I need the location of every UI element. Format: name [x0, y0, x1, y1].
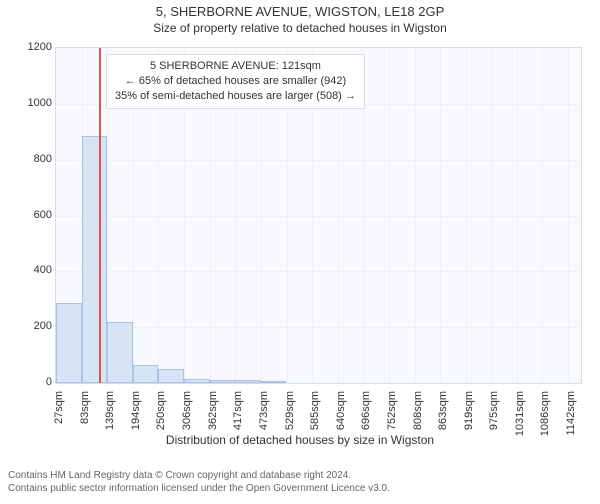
- x-tick-label: 306sqm: [181, 391, 193, 430]
- x-tick-label: 808sqm: [412, 391, 424, 430]
- histogram-bar: [261, 381, 287, 383]
- footer: Contains HM Land Registry data © Crown c…: [8, 469, 592, 495]
- x-tick-label: 640sqm: [335, 391, 347, 430]
- x-tick-label: 473sqm: [258, 391, 270, 430]
- grid-row: [56, 160, 581, 161]
- y-tick-label: 200: [34, 320, 52, 332]
- grid-row: [56, 216, 581, 217]
- x-tick-label: 1142sqm: [565, 391, 577, 435]
- x-tick-label: 919sqm: [463, 391, 475, 430]
- histogram-bar: [82, 136, 108, 383]
- x-tick-label: 1086sqm: [539, 391, 551, 436]
- footer-line-1: Contains HM Land Registry data © Crown c…: [8, 469, 592, 482]
- histogram-bar: [235, 380, 261, 383]
- histogram-bar: [107, 322, 133, 383]
- x-tick-label: 27sqm: [53, 391, 65, 424]
- y-tick-label: 1200: [28, 41, 52, 53]
- grid-col: [415, 48, 416, 383]
- y-tick-label: 800: [34, 153, 52, 165]
- grid-col: [568, 48, 569, 383]
- y-tick-label: 0: [46, 376, 52, 388]
- grid-col: [491, 48, 492, 383]
- x-tick-label: 585sqm: [309, 391, 321, 430]
- y-tick-label: 600: [34, 209, 52, 221]
- page-title: 5, SHERBORNE AVENUE, WIGSTON, LE18 2GP: [0, 4, 600, 19]
- histogram-bar: [158, 369, 184, 383]
- grid-row: [56, 327, 581, 328]
- x-axis-label: Distribution of detached houses by size …: [0, 433, 600, 447]
- y-tick-label: 1000: [28, 97, 52, 109]
- x-tick-label: 696sqm: [360, 391, 372, 430]
- chart-container: Number of detached properties 5 SHERBORN…: [0, 35, 600, 455]
- annotation-line-3: 35% of semi-detached houses are larger (…: [115, 89, 356, 104]
- x-tick-label: 362sqm: [207, 391, 219, 430]
- x-tick-label: 975sqm: [488, 391, 500, 430]
- footer-line-2: Contains public sector information licen…: [8, 482, 592, 495]
- x-tick-label: 194sqm: [130, 391, 142, 430]
- histogram-bar: [56, 303, 82, 383]
- plot-area: 5 SHERBORNE AVENUE: 121sqm ← 65% of deta…: [55, 47, 582, 384]
- histogram-bar: [210, 380, 236, 383]
- grid-col: [389, 48, 390, 383]
- annotation-line-2: ← 65% of detached houses are smaller (94…: [115, 74, 356, 89]
- x-tick-label: 1031sqm: [514, 391, 526, 436]
- annotation-line-1: 5 SHERBORNE AVENUE: 121sqm: [115, 59, 356, 74]
- grid-col: [542, 48, 543, 383]
- x-tick-label: 529sqm: [284, 391, 296, 430]
- x-tick-label: 417sqm: [232, 391, 244, 430]
- grid-col: [440, 48, 441, 383]
- grid-col: [517, 48, 518, 383]
- histogram-bar: [184, 379, 210, 383]
- marker-line: [99, 48, 101, 383]
- annotation-box: 5 SHERBORNE AVENUE: 121sqm ← 65% of deta…: [106, 54, 365, 109]
- x-tick-label: 752sqm: [386, 391, 398, 430]
- grid-col: [466, 48, 467, 383]
- y-tick-label: 400: [34, 264, 52, 276]
- grid-row: [56, 271, 581, 272]
- page-subtitle: Size of property relative to detached ho…: [0, 21, 600, 35]
- histogram-bar: [133, 365, 159, 383]
- x-tick-label: 83sqm: [79, 391, 91, 424]
- x-tick-label: 139sqm: [104, 391, 116, 430]
- x-tick-label: 863sqm: [437, 391, 449, 430]
- x-tick-label: 250sqm: [155, 391, 167, 430]
